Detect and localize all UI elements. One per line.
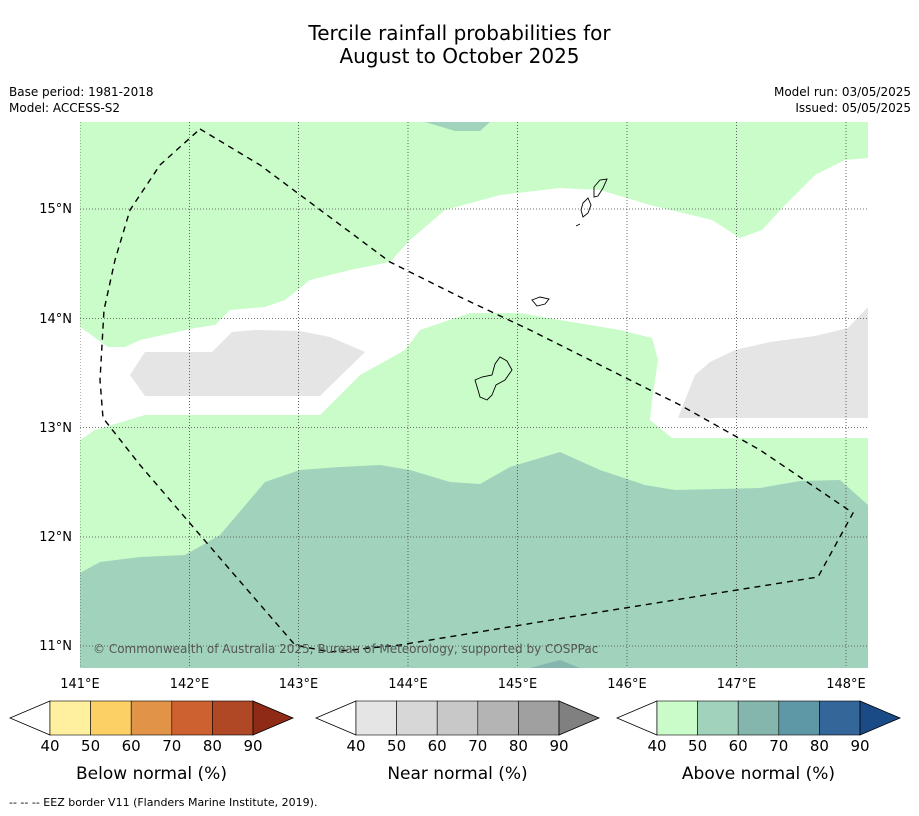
region-above-normal-50-north: [425, 122, 490, 131]
colorbar-0: 40 50 60 70 80 90 Below normal (%): [8, 700, 295, 784]
issued-date: Issued: 05/05/2025: [795, 101, 911, 115]
lon-label: 146°E: [607, 677, 647, 692]
model-name: Model: ACCESS-S2: [9, 101, 121, 115]
colorbar-tick-label: 50: [688, 737, 707, 755]
map-title: Tercile rainfall probabilities for Augus…: [0, 22, 919, 68]
colorbar-extend-high: [558, 700, 601, 736]
colorbar-segment: [819, 700, 861, 736]
colorbar-segment: [436, 700, 479, 736]
lon-label: 147°E: [717, 677, 757, 692]
colorbar-extend-high: [859, 700, 902, 736]
colorbar-tick-label: 60: [428, 737, 447, 755]
colorbar-extend-low: [314, 700, 357, 736]
colorbar-segment: [518, 700, 560, 736]
colorbar-extend-low: [615, 700, 658, 736]
colorbar-tick-label: 90: [243, 737, 262, 755]
model-run: Model run: 03/05/2025: [773, 85, 911, 99]
colorbar-tick-label: 80: [509, 737, 528, 755]
colorbar-segment: [737, 700, 780, 736]
colorbar-segment: [778, 700, 820, 736]
island-rota: [531, 296, 550, 307]
colorbar-tick-label: 70: [162, 737, 181, 755]
meta-right: Model run: 03/05/2025 Issued: 05/05/2025: [774, 84, 911, 116]
lat-label: 12°N: [39, 530, 72, 545]
region-above-normal-60-south: [530, 660, 580, 668]
colorbar-label: Below normal (%): [76, 764, 227, 784]
eez-border: [99, 128, 854, 653]
colorbar-segment: [130, 700, 173, 736]
lon-label: 148°E: [826, 677, 866, 692]
lat-label: 13°N: [39, 421, 72, 436]
island-tinian: [580, 197, 592, 218]
title-line-2: August to October 2025: [339, 44, 580, 68]
region-near-normal-east: [678, 307, 868, 418]
colorbar-tick-label: 80: [810, 737, 829, 755]
base-period: Base period: 1981-2018: [9, 85, 154, 99]
colorbar-segment: [90, 700, 132, 736]
colorbar-segment: [212, 700, 254, 736]
meta-left: Base period: 1981-2018 Model: ACCESS-S2: [9, 84, 154, 116]
colorbar-tick-label: 60: [122, 737, 141, 755]
region-near-normal-west: [130, 330, 365, 396]
longitude-labels: 141°E 142°E 143°E 144°E 145°E 146°E 147°…: [60, 677, 866, 692]
colorbar-tick-label: 90: [850, 737, 869, 755]
colorbar-2: 40 50 60 70 80 90 Above normal (%): [615, 700, 902, 784]
colorbar-segment: [477, 700, 519, 736]
lat-label: 14°N: [39, 312, 72, 327]
colorbar-extend-low: [8, 700, 51, 736]
colorbar-tick-label: 40: [40, 737, 59, 755]
colorbar-tick-label: 70: [769, 737, 788, 755]
colorbar-label: Near normal (%): [387, 764, 527, 784]
colorbar-segment: [396, 700, 438, 736]
colorbar-segment: [49, 700, 91, 736]
colorbar-tick-label: 80: [203, 737, 222, 755]
lat-label: 11°N: [39, 639, 72, 654]
lat-label: 15°N: [39, 202, 72, 217]
colorbars: 40 50 60 70 80 90 Below normal (%) 40 50 60 70 80 90…: [8, 700, 902, 784]
lon-label: 142°E: [170, 677, 210, 692]
lon-label: 141°E: [60, 677, 100, 692]
eez-legend-note: -- -- -- EEZ border V11 (Flanders Marine…: [9, 796, 318, 809]
colorbar-extend-high: [252, 700, 295, 736]
islands: [474, 178, 608, 401]
lon-label: 143°E: [279, 677, 319, 692]
title-line-1: Tercile rainfall probabilities for: [308, 21, 611, 45]
lon-label: 145°E: [498, 677, 538, 692]
colorbar-tick-label: 90: [549, 737, 568, 755]
island-guam: [474, 356, 513, 401]
colorbar-tick-label: 60: [729, 737, 748, 755]
lon-label: 144°E: [388, 677, 428, 692]
colorbar-tick-label: 70: [468, 737, 487, 755]
copyright-notice: © Commonwealth of Australia 2025, Bureau…: [93, 642, 598, 656]
colorbar-segment: [355, 700, 397, 736]
region-above-normal-50-south: [80, 452, 868, 668]
latitude-labels: 15°N 14°N 13°N 12°N 11°N: [39, 202, 72, 654]
colorbar-tick-label: 50: [387, 737, 406, 755]
colorbar-segment: [171, 700, 213, 736]
colorbar-tick-label: 40: [647, 737, 666, 755]
colorbar-tick-label: 50: [81, 737, 100, 755]
map-plot-area: [80, 122, 868, 668]
island-saipan: [593, 178, 608, 198]
colorbar-1: 40 50 60 70 80 90 Near normal (%): [314, 700, 601, 784]
colorbar-tick-label: 40: [346, 737, 365, 755]
gridlines: [80, 122, 868, 668]
colorbar-segment: [656, 700, 698, 736]
colorbar-label: Above normal (%): [682, 764, 835, 784]
island-aguijan: [575, 223, 581, 227]
colorbar-segment: [697, 700, 739, 736]
